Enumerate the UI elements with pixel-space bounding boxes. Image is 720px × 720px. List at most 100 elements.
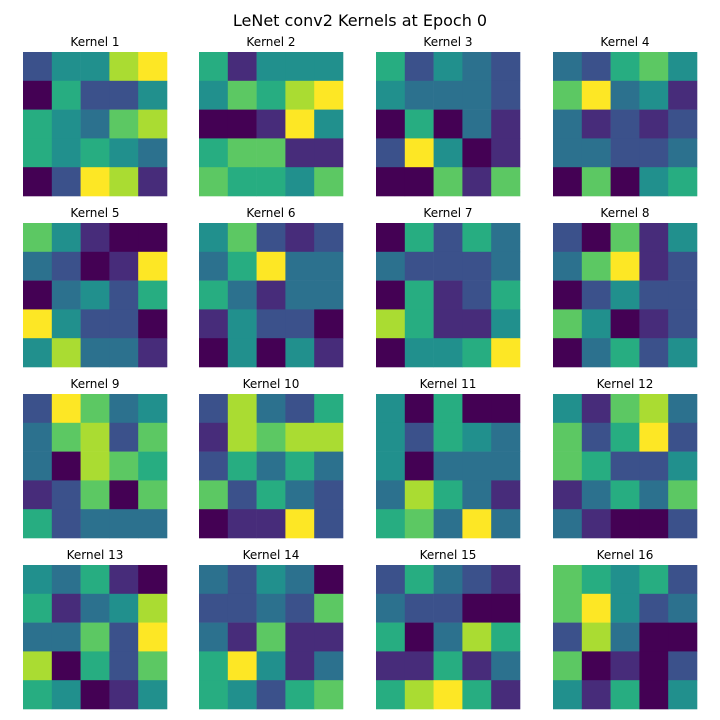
kernel-cell bbox=[462, 338, 492, 368]
kernel-cell bbox=[404, 109, 434, 139]
kernel-cell bbox=[404, 251, 434, 281]
kernel-cell bbox=[668, 394, 698, 424]
kernel-cell bbox=[433, 167, 463, 197]
kernel-cell bbox=[109, 593, 139, 623]
kernel-panel: Kernel 5 bbox=[23, 206, 168, 368]
kernel-cell bbox=[668, 167, 698, 197]
kernel-cell bbox=[581, 109, 611, 139]
kernel-cell bbox=[109, 651, 139, 681]
kernel-cell bbox=[581, 451, 611, 481]
kernel-cell bbox=[581, 338, 611, 368]
kernel-cell bbox=[404, 223, 434, 253]
kernel-cell bbox=[610, 622, 640, 652]
kernel-cell bbox=[109, 451, 139, 481]
kernel-title: Kernel 9 bbox=[70, 377, 119, 391]
kernel-cell bbox=[51, 52, 81, 82]
kernel-cell bbox=[553, 309, 583, 339]
kernel-cell bbox=[256, 509, 286, 539]
kernel-cell bbox=[23, 622, 53, 652]
kernel-cell bbox=[581, 651, 611, 681]
kernel-panel: Kernel 9 bbox=[23, 377, 168, 539]
kernel-cell bbox=[610, 309, 640, 339]
kernel-cell bbox=[404, 622, 434, 652]
kernel-cell bbox=[491, 80, 521, 110]
kernel-cell bbox=[109, 251, 139, 281]
kernel-cell bbox=[80, 109, 110, 139]
kernel-title: Kernel 16 bbox=[597, 548, 654, 562]
kernel-cell bbox=[404, 451, 434, 481]
kernel-cell bbox=[227, 451, 257, 481]
kernel-cell bbox=[376, 622, 406, 652]
kernel-cell bbox=[462, 422, 492, 452]
kernel-cell bbox=[109, 422, 139, 452]
kernel-cell bbox=[639, 451, 669, 481]
kernel-cell bbox=[639, 394, 669, 424]
kernel-cell bbox=[553, 422, 583, 452]
kernel-cell bbox=[314, 138, 344, 168]
kernel-cell bbox=[433, 80, 463, 110]
kernel-cell bbox=[491, 52, 521, 82]
kernel-cell bbox=[51, 167, 81, 197]
kernel-cell bbox=[404, 167, 434, 197]
kernel-cell bbox=[639, 52, 669, 82]
kernel-cell bbox=[462, 309, 492, 339]
kernel-cell bbox=[376, 167, 406, 197]
kernel-cell bbox=[433, 309, 463, 339]
kernel-cell bbox=[491, 651, 521, 681]
kernel-cell bbox=[639, 109, 669, 139]
kernel-cell bbox=[80, 167, 110, 197]
kernel-cell bbox=[80, 394, 110, 424]
kernel-cell bbox=[433, 338, 463, 368]
kernel-cell bbox=[376, 394, 406, 424]
kernel-cell bbox=[285, 167, 315, 197]
kernel-cell bbox=[256, 80, 286, 110]
kernel-cell bbox=[610, 251, 640, 281]
kernel-cell bbox=[668, 309, 698, 339]
kernel-cell bbox=[639, 80, 669, 110]
kernel-cell bbox=[199, 223, 229, 253]
kernel-cell bbox=[199, 338, 229, 368]
kernel-cell bbox=[581, 422, 611, 452]
kernel-cell bbox=[227, 480, 257, 510]
kernel-cell bbox=[51, 309, 81, 339]
kernel-cell bbox=[199, 109, 229, 139]
kernel-title: Kernel 11 bbox=[420, 377, 477, 391]
kernel-cell bbox=[256, 109, 286, 139]
kernel-cell bbox=[256, 52, 286, 82]
kernel-cell bbox=[610, 109, 640, 139]
kernel-cell bbox=[199, 251, 229, 281]
kernel-cell bbox=[491, 593, 521, 623]
kernel-panel: Kernel 7 bbox=[376, 206, 521, 368]
kernel-title: Kernel 1 bbox=[70, 35, 119, 49]
kernel-cell bbox=[491, 109, 521, 139]
kernel-cell bbox=[23, 394, 53, 424]
kernel-cell bbox=[314, 622, 344, 652]
kernel-title: Kernel 7 bbox=[423, 206, 472, 220]
kernel-cell bbox=[433, 565, 463, 595]
kernel-title: Kernel 10 bbox=[243, 377, 300, 391]
kernel-cell bbox=[109, 394, 139, 424]
kernel-cell bbox=[199, 394, 229, 424]
kernel-cell bbox=[80, 80, 110, 110]
kernel-cell bbox=[109, 52, 139, 82]
kernel-title: Kernel 12 bbox=[597, 377, 654, 391]
kernel-cell bbox=[404, 509, 434, 539]
kernel-cell bbox=[491, 223, 521, 253]
kernel-cell bbox=[668, 338, 698, 368]
kernel-cell bbox=[314, 509, 344, 539]
kernel-cell bbox=[462, 680, 492, 710]
kernel-panel: Kernel 13 bbox=[23, 548, 168, 710]
kernel-cell bbox=[462, 622, 492, 652]
kernel-cell bbox=[109, 338, 139, 368]
kernel-cell bbox=[462, 223, 492, 253]
kernel-cell bbox=[23, 651, 53, 681]
kernel-cell bbox=[639, 509, 669, 539]
kernel-cell bbox=[610, 80, 640, 110]
kernel-cell bbox=[51, 80, 81, 110]
kernel-cell bbox=[433, 223, 463, 253]
kernel-cell bbox=[51, 394, 81, 424]
kernel-cell bbox=[227, 338, 257, 368]
kernel-cell bbox=[314, 223, 344, 253]
kernel-panel: Kernel 2 bbox=[199, 35, 344, 197]
kernel-cell bbox=[227, 394, 257, 424]
